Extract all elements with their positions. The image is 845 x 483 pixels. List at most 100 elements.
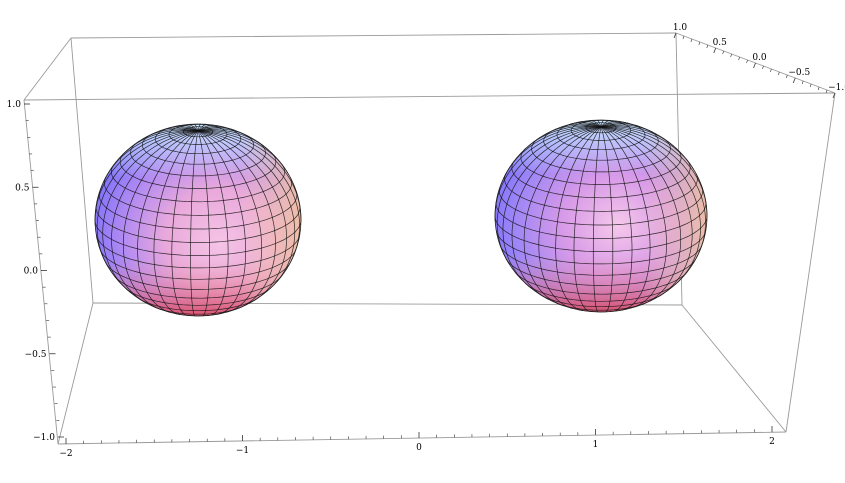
- mesh-line: [94, 130, 199, 226]
- y-tick-label: 0.5: [713, 38, 728, 48]
- mesh-line: [197, 130, 300, 262]
- mesh-line: [96, 130, 199, 268]
- y-tick-label: 0.0: [752, 53, 767, 63]
- box-edge: [785, 92, 836, 433]
- mesh-line: [111, 164, 280, 203]
- y-minor-tick: [817, 86, 820, 91]
- mesh-line: [496, 126, 602, 264]
- mesh-line: [197, 130, 287, 301]
- box-edge: [70, 37, 94, 304]
- mesh-line: [592, 126, 602, 313]
- mesh-line: [600, 126, 633, 312]
- z-tick-label: 1.0: [7, 100, 22, 110]
- y-tick: [792, 77, 796, 84]
- y-tick-label: 1.0: [673, 23, 688, 33]
- mesh-line: [520, 148, 677, 185]
- mesh-line: [137, 130, 199, 313]
- mesh-line: [495, 202, 700, 239]
- mesh-line: [523, 126, 602, 306]
- x-tick-label: 0: [416, 443, 422, 453]
- z-tick-label: 0.0: [24, 267, 39, 277]
- mesh-line: [197, 130, 247, 315]
- z-tick-label: 0.5: [15, 183, 30, 193]
- y-minor-tick: [706, 44, 709, 49]
- mesh-line: [494, 126, 602, 222]
- mesh-line: [197, 130, 263, 313]
- mesh-line: [197, 130, 210, 317]
- mesh-line: [122, 130, 199, 310]
- mesh-line: [505, 258, 692, 286]
- mesh-line: [124, 286, 272, 306]
- mesh-line: [103, 176, 287, 216]
- mesh-line: [105, 262, 287, 290]
- z-tick-label: −1.0: [33, 433, 55, 443]
- mesh-line: [600, 126, 693, 297]
- box-edge: [23, 37, 72, 101]
- sphere-right-outline: [494, 119, 708, 313]
- mesh-line: [573, 126, 602, 312]
- sphere-left-mesh: [94, 123, 302, 317]
- y-minor-tick: [690, 38, 693, 43]
- mesh-line: [197, 130, 229, 316]
- mesh-line: [589, 120, 602, 128]
- x-axis-ticks: −2 −1 0 1 2: [59, 426, 775, 459]
- mesh-line: [190, 130, 199, 317]
- mesh-line: [511, 160, 686, 199]
- sphere-right: [494, 119, 708, 313]
- mesh-line: [95, 206, 295, 243]
- mesh-line: [494, 216, 701, 252]
- mesh-line: [600, 126, 701, 285]
- y-tick: [753, 62, 756, 69]
- mesh-line: [99, 249, 292, 280]
- box-edge: [57, 431, 787, 445]
- box-edge: [23, 99, 59, 445]
- y-minor-tick: [786, 74, 788, 79]
- box-edge: [681, 304, 787, 433]
- mesh-line: [600, 126, 682, 306]
- z-tick-label: −0.5: [25, 350, 47, 360]
- mesh-line: [153, 130, 199, 315]
- mesh-line: [171, 130, 199, 316]
- y-tick: [832, 92, 836, 99]
- mesh-line: [600, 126, 614, 313]
- mesh-line: [600, 126, 706, 258]
- mesh-line: [95, 235, 295, 269]
- y-minor-tick: [770, 68, 772, 73]
- y-axis-ticks: 1.0 0.5 0.0 −0.5 −1.0: [673, 23, 845, 99]
- mesh-line: [524, 282, 677, 302]
- box-edge: [23, 92, 836, 101]
- mesh-line: [600, 126, 651, 311]
- mesh-line: [538, 126, 602, 309]
- mesh-line: [502, 126, 602, 289]
- mesh-line: [555, 126, 602, 311]
- mesh-line: [114, 276, 280, 299]
- mesh-line: [138, 297, 259, 312]
- y-minor-tick: [746, 59, 748, 64]
- y-minor-tick: [809, 83, 812, 88]
- mesh-line: [111, 130, 199, 304]
- y-tick: [713, 47, 717, 54]
- box-edge: [57, 302, 94, 445]
- mesh-line: [187, 124, 199, 132]
- y-minor-tick: [722, 50, 724, 55]
- x-tick-label: 1: [593, 440, 599, 450]
- y-minor-tick: [730, 53, 732, 58]
- y-minor-tick: [682, 35, 685, 40]
- sphere-left: [94, 123, 302, 317]
- box-edge: [70, 32, 677, 39]
- x-tick-label: −2: [59, 449, 72, 459]
- mesh-line: [197, 130, 276, 310]
- mesh-line: [119, 152, 272, 189]
- y-minor-tick: [778, 71, 780, 76]
- sphere-right-mesh: [494, 119, 708, 313]
- y-tick: [673, 32, 677, 39]
- y-minor-tick: [698, 41, 701, 46]
- mesh-line: [600, 126, 667, 309]
- sphere-left-outline: [94, 123, 302, 317]
- y-minor-tick: [738, 56, 740, 61]
- mesh-line: [197, 130, 296, 289]
- mesh-line: [543, 128, 656, 161]
- y-tick-label: −1.0: [828, 83, 845, 93]
